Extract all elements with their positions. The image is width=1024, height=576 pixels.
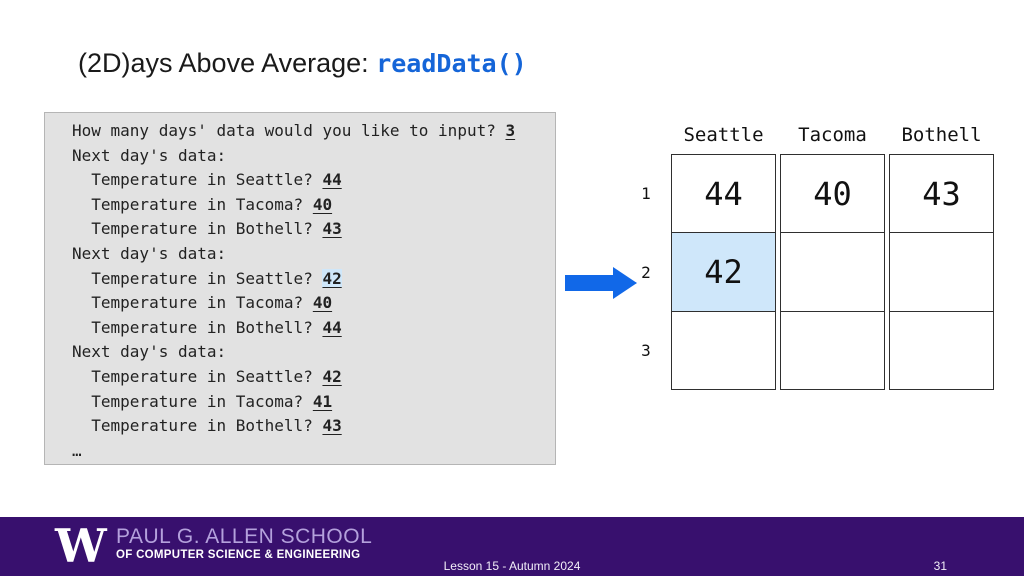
row-label: 1 — [641, 183, 651, 203]
console-prompt-text: Temperature in Bothell? — [72, 317, 323, 337]
console-user-input: 43 — [322, 219, 342, 239]
console-user-input: 42 — [322, 268, 342, 288]
console-line: Next day's data: — [72, 242, 555, 267]
console-line: Temperature in Bothell? 43 — [72, 217, 555, 242]
console-line: Temperature in Seattle? 42 — [72, 267, 555, 292]
arrow-head — [613, 267, 637, 299]
console-prompt-text: Temperature in Tacoma? — [72, 293, 313, 313]
console-user-input: 44 — [322, 170, 342, 190]
console-line: Next day's data: — [72, 144, 555, 169]
table-column-headers: Seattle Tacoma Bothell — [671, 124, 994, 146]
table-cell: 44 — [704, 174, 743, 213]
console-prompt-text: Temperature in Bothell? — [72, 416, 323, 436]
console-prompt-text: Next day's data: — [72, 342, 227, 362]
row-label: 2 — [641, 262, 651, 282]
arrow-shaft — [565, 275, 615, 291]
console-prompt-text: Temperature in Seattle? — [72, 268, 323, 288]
console-prompt-text: Temperature in Seattle? — [72, 366, 323, 386]
console-prompt-text: Next day's data: — [72, 145, 227, 165]
table-cell — [890, 310, 993, 389]
table-column: 43 — [889, 154, 994, 390]
page-number: 31 — [933, 559, 947, 573]
console-prompt-text: Temperature in Tacoma? — [72, 391, 313, 411]
console-prompt-text: … — [72, 440, 82, 460]
table-cell: 40 — [813, 174, 852, 213]
current-row-arrow-icon — [565, 267, 637, 299]
column-header: Bothell — [901, 124, 982, 146]
console-user-input: 41 — [312, 391, 333, 411]
console-prompt-text: Temperature in Tacoma? — [72, 194, 313, 214]
title-text: (2D)ays Above Average: — [78, 48, 377, 78]
console-output-box: How many days' data would you like to in… — [44, 112, 556, 465]
console-user-input: 44 — [322, 317, 342, 337]
table-column: 44 42 — [671, 154, 776, 390]
console-line: How many days' data would you like to in… — [72, 119, 555, 144]
table-cell: 43 — [922, 174, 961, 213]
console-line: Temperature in Bothell? 43 — [72, 414, 555, 439]
table-cell — [781, 310, 884, 389]
console-user-input: 43 — [322, 416, 342, 436]
column-header: Tacoma — [798, 124, 867, 146]
column-header: Seattle — [683, 124, 764, 146]
table-row-labels: 1 2 3 — [633, 154, 659, 390]
school-name-line2: OF COMPUTER SCIENCE & ENGINEERING — [116, 549, 361, 561]
table-cell: 42 — [672, 232, 775, 311]
console-user-input: 40 — [312, 293, 333, 313]
console-line: Temperature in Tacoma? 40 — [72, 193, 555, 218]
console-prompt-text: Temperature in Bothell? — [72, 219, 323, 239]
console-line: … — [72, 439, 555, 464]
console-line: Temperature in Seattle? 42 — [72, 365, 555, 390]
uw-logo: W — [55, 519, 107, 573]
console-line: Next day's data: — [72, 340, 555, 365]
table-cell — [890, 232, 993, 310]
table-cell — [672, 310, 775, 389]
row-label: 3 — [641, 341, 651, 361]
console-line: Temperature in Tacoma? 41 — [72, 390, 555, 415]
console-prompt-text: How many days' data would you like to in… — [72, 121, 506, 140]
console-line: Temperature in Tacoma? 40 — [72, 291, 555, 316]
school-name-block: PAUL G. ALLEN SCHOOL OF COMPUTER SCIENCE… — [116, 526, 372, 562]
console-line: Temperature in Bothell? 44 — [72, 316, 555, 341]
console-prompt-text: Temperature in Seattle? — [72, 170, 323, 190]
console-prompt-text: Next day's data: — [72, 243, 227, 263]
school-name-line1: PAUL G. ALLEN SCHOOL — [116, 525, 373, 548]
lesson-label: Lesson 15 - Autumn 2024 — [443, 559, 581, 573]
console-line: Temperature in Seattle? 44 — [72, 168, 555, 193]
temperature-table: 44 42 40 43 — [671, 154, 994, 390]
title-code-text: readData() — [376, 49, 527, 78]
console-user-input: 42 — [322, 366, 342, 386]
table-cell — [781, 232, 884, 310]
console-user-input: 40 — [312, 194, 333, 214]
table-column: 40 — [780, 154, 885, 390]
page-title: (2D)ays Above Average: readData() — [78, 48, 527, 79]
slide-footer: W PAUL G. ALLEN SCHOOL OF COMPUTER SCIEN… — [0, 517, 1024, 576]
console-user-input: 3 — [505, 121, 516, 140]
